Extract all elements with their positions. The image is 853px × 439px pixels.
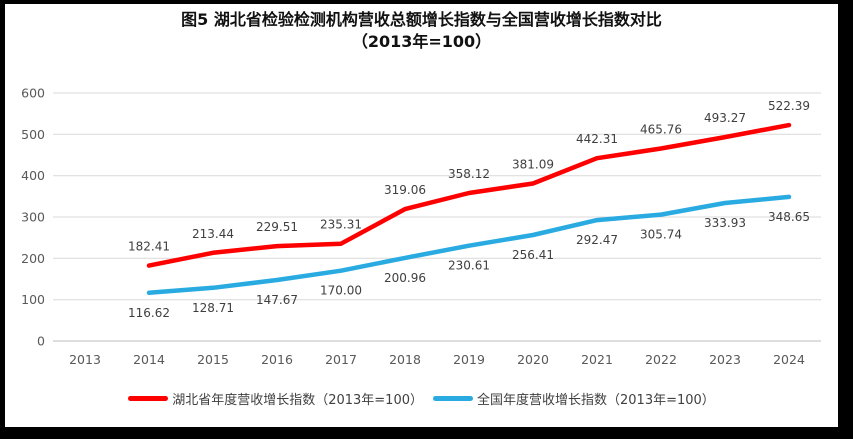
x-tick-label: 2017 (325, 352, 357, 367)
y-tick-label: 400 (21, 168, 45, 183)
data-label: 116.62 (128, 306, 170, 320)
legend-item-hubei: 湖北省年度营收增长指数（2013年=100） (128, 389, 423, 408)
x-tick-label: 2023 (709, 352, 741, 367)
y-tick-label: 200 (21, 251, 45, 266)
x-tick-label: 2014 (133, 352, 165, 367)
legend-swatch-hubei (128, 395, 169, 401)
data-label: 348.65 (768, 210, 810, 224)
data-label: 128.71 (192, 301, 234, 315)
chart-legend: 湖北省年度营收增长指数（2013年=100） 全国年度营收增长指数（2013年=… (5, 388, 838, 408)
x-tick-label: 2013 (69, 352, 101, 367)
y-tick-label: 500 (21, 127, 45, 142)
data-label: 256.41 (512, 248, 554, 262)
data-label: 493.27 (704, 111, 746, 125)
series-line-0 (146, 122, 792, 268)
data-label: 235.31 (320, 218, 362, 232)
y-tick-label: 300 (21, 210, 45, 225)
chart-title-line2: （2013年=100） (351, 32, 492, 51)
legend-label-hubei: 湖北省年度营收增长指数（2013年=100） (172, 392, 423, 408)
series-line-1 (146, 194, 792, 296)
data-label: 381.09 (512, 158, 554, 172)
data-label: 319.06 (384, 183, 426, 197)
data-label: 292.47 (576, 233, 618, 247)
data-label: 213.44 (192, 227, 234, 241)
x-tick-label: 2021 (581, 352, 613, 367)
line-chart-plot: 0 100 200 300 400 500 600 2013 2014 2015 2016 2017 2… (21, 86, 821, 367)
data-label: 170.00 (320, 284, 362, 298)
legend-label-national: 全国年度营收增长指数（2013年=100） (477, 392, 715, 408)
data-label: 442.31 (576, 132, 618, 146)
data-label: 147.67 (256, 293, 298, 307)
y-tick-label: 100 (21, 292, 45, 307)
data-label: 465.76 (640, 123, 682, 137)
x-tick-label: 2024 (773, 352, 805, 367)
data-label: 230.61 (448, 259, 490, 273)
data-label: 305.74 (640, 228, 682, 242)
legend-item-national: 全国年度营收增长指数（2013年=100） (433, 389, 715, 408)
chart-title: 图5 湖北省检验检测机构营收总额增长指数与全国营收增长指数对比 （2013年=1… (5, 9, 838, 53)
data-label: 182.41 (128, 240, 170, 254)
legend-swatch-national (433, 395, 473, 401)
data-label: 358.12 (448, 167, 490, 181)
x-tick-label: 2016 (261, 352, 293, 367)
x-tick-label: 2019 (453, 352, 485, 367)
data-label: 229.51 (256, 220, 298, 234)
chart-title-line1: 图5 湖北省检验检测机构营收总额增长指数与全国营收增长指数对比 (181, 10, 662, 29)
y-tick-label: 0 (37, 334, 45, 349)
y-tick-label: 600 (21, 86, 45, 101)
x-tick-label: 2015 (197, 352, 229, 367)
x-tick-label: 2022 (645, 352, 677, 367)
x-tick-label: 2020 (517, 352, 549, 367)
data-label: 522.39 (768, 99, 810, 113)
data-label: 333.93 (704, 216, 746, 230)
x-tick-label: 2018 (389, 352, 421, 367)
data-label: 200.96 (384, 271, 426, 285)
